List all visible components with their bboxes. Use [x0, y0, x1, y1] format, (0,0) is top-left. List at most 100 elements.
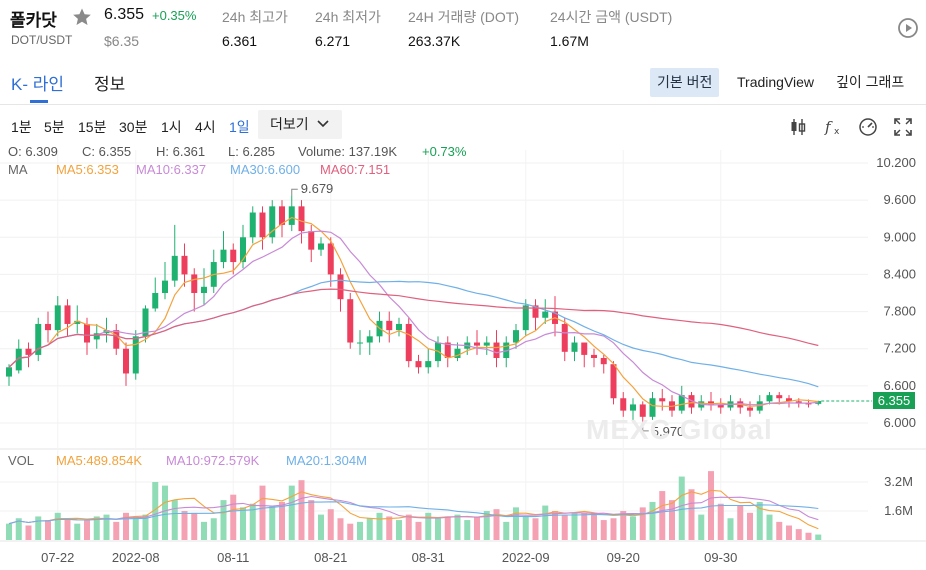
candle-body[interactable]	[113, 330, 120, 349]
candle-body[interactable]	[708, 401, 714, 405]
play-circle-icon[interactable]	[897, 17, 919, 39]
candle-body[interactable]	[620, 398, 627, 411]
candle-body[interactable]	[513, 330, 519, 343]
kline-chart[interactable]: 10.200 9.600 9.000 8.400 7.800 7.200 6.600 6.00…	[0, 140, 926, 570]
interval-15m[interactable]: 15분	[78, 119, 107, 135]
stat-amount-label: 24시간 금액 (USDT)	[550, 9, 673, 25]
tab-kline[interactable]: K- 라인	[11, 75, 65, 94]
volume-bar	[386, 516, 393, 540]
candle-body[interactable]	[659, 398, 666, 402]
candle-body[interactable]	[181, 255, 188, 275]
candle-body[interactable]	[717, 404, 724, 408]
interval-1d[interactable]: 1일	[229, 119, 250, 135]
interval-1h[interactable]: 1시	[161, 119, 182, 135]
candle-body[interactable]	[249, 212, 256, 238]
candle-body[interactable]	[561, 323, 568, 352]
candle-body[interactable]	[591, 354, 597, 358]
candle-body[interactable]	[571, 342, 578, 352]
volume-bar	[474, 516, 480, 540]
price-axis-label: 6.600	[883, 378, 916, 393]
candle-body[interactable]	[298, 206, 305, 232]
candle-body[interactable]	[327, 243, 334, 275]
candle-body[interactable]	[532, 305, 539, 318]
volume-bar	[308, 500, 315, 540]
candle-body[interactable]	[25, 348, 32, 355]
candle-body[interactable]	[93, 333, 100, 340]
candle-body[interactable]	[201, 286, 207, 293]
view-depth-button[interactable]: 깊이 그래프	[836, 74, 905, 90]
candle-body[interactable]	[474, 342, 480, 346]
more-intervals-dropdown[interactable]: 더보기	[258, 110, 342, 139]
candle-body[interactable]	[405, 323, 412, 362]
gauge-settings-icon[interactable]	[858, 117, 878, 137]
candle-body[interactable]	[396, 323, 402, 331]
candle-body[interactable]	[766, 395, 773, 402]
candle-body[interactable]	[308, 231, 315, 250]
candle-body[interactable]	[678, 395, 685, 411]
candle-body[interactable]	[64, 305, 71, 324]
candle-body[interactable]	[152, 293, 159, 309]
candle-body[interactable]	[542, 311, 549, 318]
candle-body[interactable]	[522, 305, 529, 331]
candle-body[interactable]	[600, 358, 607, 365]
candle-body[interactable]	[288, 206, 295, 225]
view-tradingview-button[interactable]: TradingView	[737, 74, 815, 90]
candle-body[interactable]	[259, 212, 266, 238]
candle-body[interactable]	[454, 348, 461, 358]
candle-body[interactable]	[84, 323, 90, 343]
candle-body[interactable]	[318, 243, 324, 250]
candle-body[interactable]	[347, 299, 354, 343]
candle-body[interactable]	[786, 398, 792, 402]
favorite-star-icon[interactable]	[72, 7, 92, 27]
volume-bar	[93, 516, 100, 540]
candle-body[interactable]	[503, 342, 510, 358]
indicator-fx-icon[interactable]: f x	[824, 117, 844, 137]
candle-body[interactable]	[747, 407, 753, 411]
candle-body[interactable]	[425, 361, 432, 368]
candle-body[interactable]	[805, 403, 812, 405]
candle-body[interactable]	[74, 320, 81, 324]
candle-body[interactable]	[240, 237, 246, 263]
candle-body[interactable]	[142, 308, 149, 337]
interval-5m[interactable]: 5분	[44, 119, 65, 135]
svg-text:x: x	[834, 127, 840, 137]
candle-body[interactable]	[132, 336, 139, 374]
candle-body[interactable]	[483, 342, 490, 346]
candle-body[interactable]	[776, 395, 783, 399]
candle-body[interactable]	[581, 342, 588, 355]
candle-body[interactable]	[45, 323, 51, 331]
candle-body[interactable]	[444, 342, 451, 358]
candle-body[interactable]	[415, 361, 422, 368]
interval-4h[interactable]: 4시	[195, 119, 216, 135]
candle-body[interactable]	[269, 206, 276, 238]
candle-body[interactable]	[649, 398, 656, 417]
candle-body[interactable]	[230, 249, 237, 263]
candle-body[interactable]	[191, 274, 198, 293]
candle-body[interactable]	[386, 320, 393, 331]
candle-body[interactable]	[610, 364, 617, 399]
candle-body[interactable]	[639, 404, 646, 417]
interval-1m[interactable]: 1분	[11, 119, 32, 135]
candle-body[interactable]	[54, 305, 61, 331]
candle-body[interactable]	[123, 348, 129, 374]
candle-body[interactable]	[493, 342, 500, 358]
candle-body[interactable]	[337, 274, 344, 300]
candle-body[interactable]	[630, 404, 636, 411]
svg-text:f: f	[824, 118, 833, 136]
candle-type-icon[interactable]	[788, 117, 808, 137]
candle-body[interactable]	[795, 401, 802, 404]
more-label: 더보기	[270, 116, 309, 132]
candle-body[interactable]	[357, 342, 363, 344]
view-basic-button[interactable]: 기본 버전	[650, 68, 720, 97]
candle-body[interactable]	[6, 367, 12, 377]
candle-body[interactable]	[35, 323, 42, 355]
candle-body[interactable]	[15, 348, 22, 371]
candle-body[interactable]	[162, 280, 168, 293]
tab-info[interactable]: 정보	[94, 75, 126, 94]
interval-30m[interactable]: 30분	[119, 119, 148, 135]
fullscreen-icon[interactable]	[893, 117, 913, 137]
candle-body[interactable]	[366, 336, 373, 343]
candle-body[interactable]	[171, 255, 178, 281]
candle-body[interactable]	[220, 249, 227, 263]
candle-body[interactable]	[279, 206, 285, 225]
